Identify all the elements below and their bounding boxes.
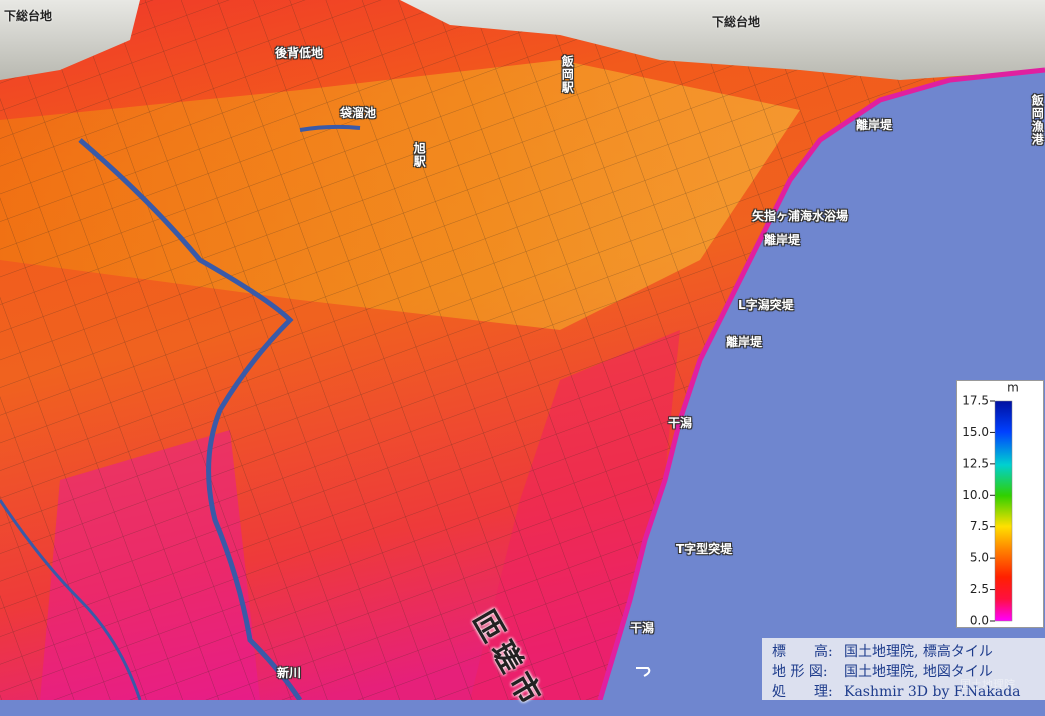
plateau-left xyxy=(0,0,140,80)
place-label: 離岸堤 xyxy=(726,335,763,349)
colorbar: m 0.0 2.5 5.0 7.5 10.0 12.5 15.0 17.5 xyxy=(962,381,1019,628)
colorbar-ramp xyxy=(994,400,1013,622)
place-label: 飯岡駅 xyxy=(560,55,575,94)
credit-row: 処 理: Kashmir 3D by F.Nakada xyxy=(772,681,1021,701)
legend: m 0.0 2.5 5.0 7.5 10.0 12.5 15.0 17.5 xyxy=(956,380,1044,628)
tick-label: 2.5 xyxy=(970,582,989,596)
place-label: 飯岡漁港 xyxy=(1030,94,1045,146)
credit-row: 標 高: 国土地理院, 標高タイル xyxy=(772,641,993,661)
tick-label: 10.0 xyxy=(962,488,989,502)
place-label: 下総台地 xyxy=(712,15,761,29)
place-label: T字型突堤 xyxy=(676,542,733,556)
tick-label: 5.0 xyxy=(970,551,989,565)
tick-label: 12.5 xyxy=(962,456,989,470)
credit-row: 地 形 図: 国土地理院, 地図タイル xyxy=(772,661,993,681)
credit-value: 国土地理院, 地図タイル xyxy=(844,664,993,680)
watermark: 国土地理院 xyxy=(960,678,1015,691)
legend-unit: m xyxy=(1007,381,1019,395)
place-label: 下総台地 xyxy=(4,9,53,23)
place-label: 離岸堤 xyxy=(856,118,893,132)
tick-label: 0.0 xyxy=(970,614,989,628)
place-label: 後背低地 xyxy=(275,46,324,60)
sea xyxy=(600,70,1045,700)
place-label: 新川 xyxy=(277,666,302,680)
place-label: 矢指ヶ浦海水浴場 xyxy=(752,209,849,223)
place-label: L字潟突堤 xyxy=(738,298,794,312)
place-label: 袋溜池 xyxy=(340,106,377,120)
shinkawa-river xyxy=(78,138,303,700)
credit-key: 標 高: xyxy=(772,644,833,660)
tick-label: 7.5 xyxy=(970,519,989,533)
place-label: 離岸堤 xyxy=(764,233,801,247)
credit-value: Kashmir 3D by F.Nakada xyxy=(844,684,1021,700)
credit-value: 国土地理院, 標高タイル xyxy=(844,644,993,660)
credit-key: 処 理: xyxy=(772,684,833,700)
jetty xyxy=(636,667,651,677)
stream xyxy=(0,499,142,700)
shoreline xyxy=(597,67,1045,700)
place-label: 旭駅 xyxy=(412,142,427,168)
map-image xyxy=(0,0,1045,700)
credit-key: 地 形 図: xyxy=(772,664,828,680)
tick-label: 17.5 xyxy=(962,394,989,408)
place-label: 干潟 xyxy=(630,621,655,635)
tick-label: 15.0 xyxy=(962,425,989,439)
credits: 標 高: 国土地理院, 標高タイル地 形 図: 国土地理院, 地図タイル処 理: Ka… xyxy=(762,638,1045,700)
place-label: 干潟 xyxy=(668,416,693,430)
pond xyxy=(299,124,361,132)
plateau-top xyxy=(400,0,1045,80)
